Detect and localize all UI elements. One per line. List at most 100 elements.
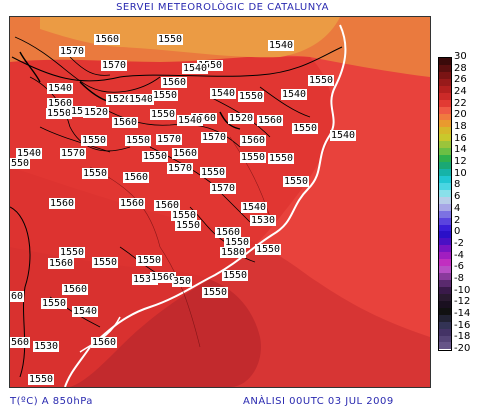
- legend-label: -12: [454, 296, 471, 308]
- isoline-label: 1550: [152, 90, 179, 101]
- legend-swatch: [439, 335, 451, 343]
- legend-swatch: [439, 71, 451, 79]
- legend-swatch: [439, 99, 451, 107]
- isoline-label: 1550: [283, 176, 310, 187]
- isoline-label: 1550: [41, 298, 68, 309]
- legend-label: 28: [454, 62, 467, 74]
- isoline-label: 1560: [119, 198, 146, 209]
- isoline-label: 1560: [150, 272, 177, 283]
- legend-swatch: [439, 196, 451, 204]
- legend-swatch: [439, 238, 451, 246]
- legend-swatch: [439, 162, 451, 169]
- legend-swatch: [439, 245, 451, 253]
- legend-swatch: [439, 155, 451, 163]
- legend-label: -14: [454, 307, 471, 319]
- isoline-label: 1550: [157, 34, 184, 45]
- isoline-label: 1560: [123, 172, 150, 183]
- isoline-label: 1550: [202, 287, 229, 298]
- isoline-label: 1560: [49, 198, 76, 209]
- isoline-label: 1560: [257, 115, 284, 126]
- legend-label: -4: [454, 249, 464, 261]
- legend-swatch: [439, 169, 451, 176]
- isoline-label: 1560: [112, 117, 139, 128]
- legend-swatch: [439, 148, 451, 156]
- isoline-label: 1520: [83, 107, 110, 118]
- isoline-label: 1560: [91, 337, 118, 348]
- isoline-label: 1570: [60, 148, 87, 159]
- isoline-label: 1550: [240, 152, 267, 163]
- border-line: [11, 46, 343, 82]
- legend-swatch: [439, 134, 451, 142]
- isoline-label: 1540: [47, 83, 74, 94]
- legend-label: 16: [454, 132, 467, 144]
- isoline-label: 1550: [46, 108, 73, 119]
- isoline-label: 350: [172, 276, 193, 287]
- isoline-label: 1550: [82, 168, 109, 179]
- legend-swatch: [439, 203, 451, 211]
- isoline-label: 1540: [182, 63, 209, 74]
- isoline-label: 1560: [172, 148, 199, 159]
- legend-swatch: [439, 266, 451, 274]
- legend-label: -16: [454, 319, 471, 331]
- isoline-label: 60: [10, 291, 25, 302]
- legend-swatch: [439, 321, 451, 329]
- isoline-label: 1540: [281, 89, 308, 100]
- border-line-west: [10, 206, 31, 378]
- legend-label: 4: [454, 202, 461, 214]
- isoline-label: 1570: [59, 46, 86, 57]
- legend-label: 10: [454, 167, 467, 179]
- legend-swatch: [439, 286, 451, 294]
- isoline-label: 1530: [250, 215, 277, 226]
- isoline-label: 1540: [241, 202, 268, 213]
- isoline-label: 560: [10, 337, 31, 348]
- isoline-label: 1540: [330, 130, 357, 141]
- legend-label: 20: [454, 109, 467, 121]
- isoline-label: 1540: [210, 88, 237, 99]
- legend-label: 0: [454, 226, 461, 238]
- page-title: SERVEI METEOROLÒGIC DE CATALUNYA: [116, 2, 329, 13]
- legend-label: 26: [454, 74, 467, 86]
- legend-swatch: [439, 120, 451, 128]
- isoline-label: 1570: [156, 134, 183, 145]
- legend-swatch: [439, 106, 451, 114]
- isoline-label: 1570: [210, 183, 237, 194]
- legend-swatch: [439, 78, 451, 86]
- legend-swatch: [439, 85, 451, 93]
- isoline-label: 1580: [220, 247, 247, 258]
- isoline-label: 1550: [150, 109, 177, 120]
- isoline-label: 1560: [47, 98, 74, 109]
- isoline-label: 1550: [238, 91, 265, 102]
- legend-swatch: [439, 113, 451, 121]
- isoline-label: 1550: [224, 237, 251, 248]
- legend-swatch: [439, 328, 451, 336]
- isoline-label: 1550: [28, 374, 55, 385]
- legend-swatch: [439, 58, 451, 65]
- variable-label: T(ºC) A 850hPa: [10, 396, 93, 407]
- legend-swatch: [439, 314, 451, 322]
- legend-swatch: [439, 64, 451, 72]
- isoline-label: 1550: [222, 270, 249, 281]
- legend-swatch: [439, 224, 451, 232]
- isoline-label: 1550: [171, 210, 198, 221]
- legend-label: 22: [454, 97, 467, 109]
- legend-label: 14: [454, 144, 467, 156]
- legend-label: 24: [454, 86, 467, 98]
- isoline-label: 550: [10, 158, 31, 169]
- map-panel[interactable]: 1560 1550 1540 1570 1550 1540 1550 1570 1560 1540…: [9, 16, 431, 388]
- legend-label: 30: [454, 51, 467, 62]
- isoline-label: 1550: [175, 220, 202, 231]
- isoline-label: 1550: [292, 123, 319, 134]
- isoline-label: 1560: [240, 135, 267, 146]
- isoline-label: 1550: [59, 247, 86, 258]
- legend-swatch: [439, 175, 451, 183]
- legend-label: -6: [454, 261, 464, 273]
- isoline-label: 1520: [106, 94, 133, 105]
- isoline-label: 1520: [228, 113, 255, 124]
- isoline-label: 1560: [94, 34, 121, 45]
- isoline-label: 1550: [200, 167, 227, 178]
- legend-label: -18: [454, 331, 471, 343]
- isoline-label: 1550: [142, 151, 169, 162]
- isoline-label: 1540: [128, 94, 155, 105]
- legend-swatch: [439, 141, 451, 149]
- legend-label: 18: [454, 121, 467, 133]
